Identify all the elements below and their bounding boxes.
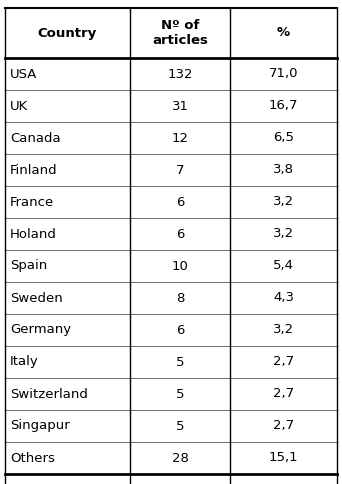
Text: Finland: Finland [10, 164, 57, 177]
Text: 71,0: 71,0 [269, 67, 298, 80]
Text: Country: Country [38, 27, 97, 40]
Text: 4,3: 4,3 [273, 291, 294, 304]
Text: Holand: Holand [10, 227, 57, 241]
Text: France: France [10, 196, 54, 209]
Text: 28: 28 [172, 452, 188, 465]
Text: 6: 6 [176, 227, 184, 241]
Text: 15,1: 15,1 [269, 452, 298, 465]
Text: 7: 7 [176, 164, 184, 177]
Text: 3,2: 3,2 [273, 196, 294, 209]
Text: 5: 5 [176, 356, 184, 368]
Text: 132: 132 [167, 67, 193, 80]
Text: 6: 6 [176, 196, 184, 209]
Text: 10: 10 [172, 259, 188, 272]
Text: Italy: Italy [10, 356, 39, 368]
Text: Singapur: Singapur [10, 420, 70, 433]
Text: 12: 12 [171, 132, 188, 145]
Text: USA: USA [10, 67, 37, 80]
Text: Sweden: Sweden [10, 291, 63, 304]
Text: 3,2: 3,2 [273, 227, 294, 241]
Text: 3,2: 3,2 [273, 323, 294, 336]
Text: Others: Others [10, 452, 55, 465]
Text: 2,7: 2,7 [273, 356, 294, 368]
Text: UK: UK [10, 100, 28, 112]
Text: Nº of
articles: Nº of articles [152, 19, 208, 47]
Text: 31: 31 [171, 100, 188, 112]
Text: Switzerland: Switzerland [10, 388, 88, 400]
Text: Canada: Canada [10, 132, 61, 145]
Text: 3,8: 3,8 [273, 164, 294, 177]
Text: %: % [277, 27, 290, 40]
Text: 6: 6 [176, 323, 184, 336]
Text: Spain: Spain [10, 259, 47, 272]
Text: 5,4: 5,4 [273, 259, 294, 272]
Text: 6,5: 6,5 [273, 132, 294, 145]
Text: 5: 5 [176, 388, 184, 400]
Text: 16,7: 16,7 [269, 100, 298, 112]
Text: 2,7: 2,7 [273, 420, 294, 433]
Text: 5: 5 [176, 420, 184, 433]
Text: 8: 8 [176, 291, 184, 304]
Text: 2,7: 2,7 [273, 388, 294, 400]
Text: Germany: Germany [10, 323, 71, 336]
